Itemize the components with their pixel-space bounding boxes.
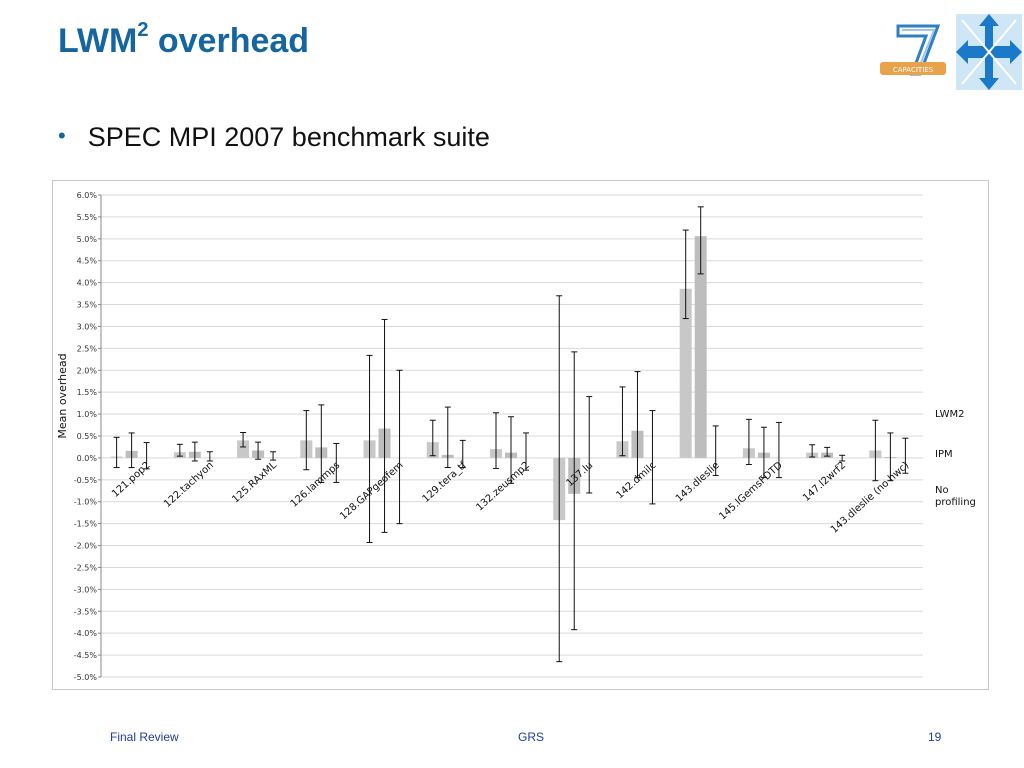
category-label: 132.zeusmp2	[474, 460, 532, 513]
y-tick-label: 0.5%	[77, 432, 98, 441]
y-tick-label: -2.0%	[74, 542, 98, 551]
legend-label: No	[935, 485, 949, 496]
y-axis-title: Mean overhead	[56, 353, 69, 438]
fp7-capacities-logo: CAPACITIES	[878, 18, 948, 76]
bullet-point-icon: •	[58, 123, 66, 148]
bullet-text: SPEC MPI 2007 benchmark suite	[87, 122, 490, 152]
y-tick-label: 4.0%	[77, 279, 98, 288]
title-main-text: LWM	[58, 22, 138, 60]
y-tick-label: 4.5%	[77, 257, 98, 266]
overhead-chart: -5.0% -4.5% -4.0% -3.5% -3.0% -2.5% -2.0% -1.5%…	[56, 191, 976, 682]
fp7-capacities-text: CAPACITIES	[893, 66, 934, 74]
category-label: 129.tera_tf	[421, 460, 470, 505]
title-rest-text: overhead	[148, 22, 310, 60]
y-tick-label: 5.0%	[77, 235, 98, 244]
category-label: 142.dmilc	[614, 460, 658, 501]
y-tick-label: 5.5%	[77, 213, 98, 222]
category-label: 128.GAPgeofem	[338, 460, 405, 522]
y-tick-label: -4.0%	[74, 629, 98, 638]
y-tick-label: 1.0%	[77, 410, 98, 419]
bar	[237, 440, 250, 458]
y-tick-label: 2.5%	[77, 344, 98, 353]
y-tick-label: -5.0%	[74, 673, 98, 682]
category-label: 125.RAxML	[230, 460, 279, 506]
y-tick-label: 0.0%	[77, 454, 98, 463]
y-tick-label: -3.5%	[74, 607, 98, 616]
y-tick-label: -2.5%	[74, 563, 98, 572]
category-label: 147.l2wrf2	[801, 460, 848, 504]
category-label: 145.lGemsFDTD	[717, 460, 785, 523]
y-tick-label: -0.5%	[74, 476, 98, 485]
y-tick-label: -1.5%	[74, 520, 98, 529]
chart-area: -5.0% -4.5% -4.0% -3.5% -3.0% -2.5% -2.0% -1.5%…	[52, 180, 989, 690]
title-superscript: 2	[137, 18, 149, 41]
category-label: 143.dleslie	[674, 460, 722, 505]
legend-label: IPM	[935, 449, 953, 460]
footer-center-text: GRS	[518, 730, 545, 744]
bar	[694, 236, 707, 458]
project-logos: CAPACITIES	[878, 14, 1022, 90]
category-label: 126.lammps	[289, 460, 343, 510]
y-tick-label: -4.5%	[74, 651, 98, 660]
y-tick-label: 1.5%	[77, 388, 98, 397]
bar	[679, 288, 692, 458]
y-tick-label: 6.0%	[77, 191, 98, 200]
legend-label: profiling	[935, 497, 976, 508]
slide-title: LWM2 overhead	[58, 18, 310, 61]
slide-footer: Final Review GRS 19	[0, 730, 1024, 750]
page-number: 19	[928, 730, 942, 744]
y-tick-label: 2.0%	[77, 366, 98, 375]
y-tick-label: -3.0%	[74, 585, 98, 594]
legend-label: LWM2	[935, 409, 965, 420]
y-tick-label: 3.5%	[77, 301, 98, 310]
y-tick-label: -1.0%	[74, 498, 98, 507]
cross-arrows-logo	[956, 14, 1022, 90]
footer-left-text: Final Review	[110, 730, 179, 744]
category-label: 122.tachyon	[162, 460, 216, 510]
bullet-item: • SPEC MPI 2007 benchmark suite	[58, 122, 490, 153]
y-tick-label: 3.0%	[77, 322, 98, 331]
